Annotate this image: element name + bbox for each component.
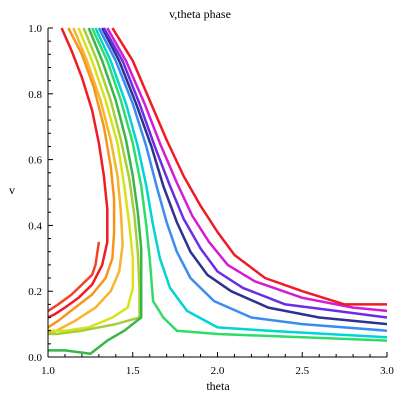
series-line-12 [102, 27, 388, 319]
series-line-8 [90, 27, 388, 342]
x-tick-label: 2.5 [295, 365, 309, 377]
series-line-6 [48, 27, 141, 336]
y-tick-label: 1.0 [28, 23, 42, 35]
y-tick-label: 0.6 [28, 155, 42, 167]
series-line-14 [111, 27, 387, 306]
series-line-2 [47, 241, 101, 312]
x-tick-label: 3.0 [380, 365, 394, 377]
y-tick-label: 0.0 [28, 352, 42, 364]
series-line-13 [106, 27, 388, 313]
chart-title: v,theta phase [169, 7, 231, 21]
series-line-7 [48, 27, 143, 355]
y-tick-label: 0.4 [28, 220, 42, 232]
y-tick-label: 0.2 [28, 286, 42, 298]
series-line-1 [47, 27, 109, 319]
x-tick-label: 1.5 [126, 365, 140, 377]
series-layer [47, 27, 388, 355]
series-line-4 [47, 27, 124, 336]
series-line-5 [48, 27, 135, 332]
x-axis-label: theta [206, 379, 230, 393]
series-line-11 [101, 27, 388, 326]
axes-layer: 1.0 1.5 2.0 2.5 3.0 0.0 0.2 0.4 0.6 0.8 1.0 [28, 23, 394, 377]
series-line-3 [47, 27, 116, 329]
y-axis-label: v [9, 183, 15, 197]
series-line-9 [94, 27, 388, 339]
x-tick-label: 1.0 [41, 365, 55, 377]
series-line-10 [97, 27, 388, 332]
y-tick-label: 0.8 [28, 89, 42, 101]
x-tick-label: 2.0 [211, 365, 225, 377]
